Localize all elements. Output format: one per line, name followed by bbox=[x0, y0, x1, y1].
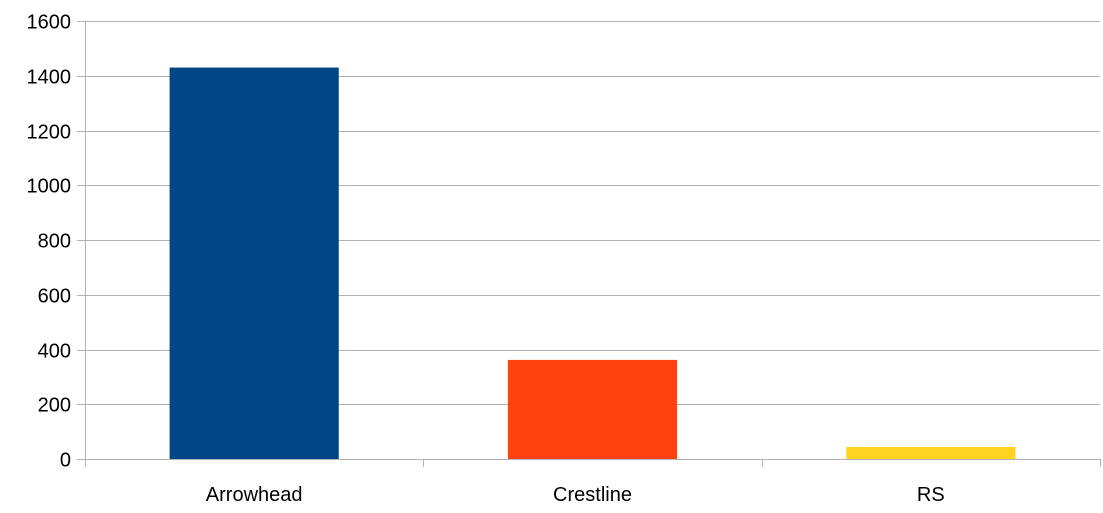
bars bbox=[169, 67, 1016, 459]
x-category-label: Crestline bbox=[553, 484, 632, 506]
y-tick-label: 400 bbox=[38, 341, 71, 363]
y-tick-label: 1200 bbox=[27, 122, 72, 144]
axes bbox=[77, 21, 1101, 467]
y-tick-label: 0 bbox=[60, 450, 71, 472]
y-tick-label: 200 bbox=[38, 395, 71, 417]
x-category-label: Arrowhead bbox=[206, 484, 303, 506]
y-axis-tick-labels: 0 200 400 600 800 1000 1200 1400 1600 bbox=[27, 12, 72, 472]
x-category-label: RS bbox=[917, 484, 945, 506]
y-tick-label: 800 bbox=[38, 231, 71, 253]
y-tick-label: 1600 bbox=[27, 12, 72, 34]
y-tick-label: 1000 bbox=[27, 176, 72, 198]
y-tick-label: 600 bbox=[38, 286, 71, 308]
bar-arrowhead bbox=[169, 67, 339, 459]
bar-rs bbox=[846, 446, 1016, 459]
bar-crestline bbox=[507, 359, 678, 459]
y-tick-label: 1400 bbox=[27, 67, 72, 89]
x-axis-category-labels: Arrowhead Crestline RS bbox=[206, 484, 945, 506]
